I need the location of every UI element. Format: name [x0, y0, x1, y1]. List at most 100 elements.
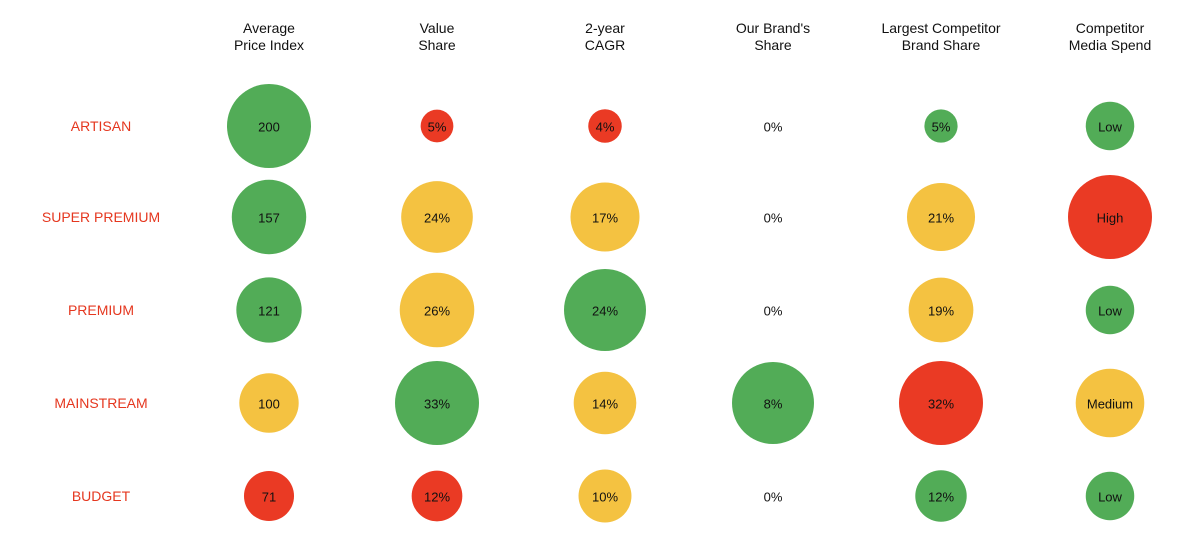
bubble [395, 361, 479, 445]
column-header-3: Our Brand's Share [736, 20, 810, 53]
bubble-value-label: Low [1098, 120, 1122, 135]
bubble [915, 470, 967, 522]
column-header-line: Largest Competitor [881, 20, 1000, 36]
bubble-cell-artisan-1: 5% [420, 109, 454, 143]
bubble-value-label: High [1097, 211, 1124, 226]
bubble [588, 109, 622, 143]
row-labels: ARTISAN SUPER PREMIUM PREMIUM MAINSTREAM BUD… [42, 118, 160, 504]
row-label-super-premium: SUPER PREMIUM [42, 209, 160, 225]
column-header-line: Competitor [1076, 20, 1145, 36]
bubbles: 200 5% 4% 0% 5% Low 157 24% 17% 0% 21% High 121 26% 24… [227, 84, 1152, 523]
bubble-value-label: 0% [764, 304, 783, 319]
bubble-value-label: 24% [424, 211, 450, 226]
column-header-line: Average [243, 20, 295, 36]
bubble [906, 182, 976, 252]
bubble-cell-artisan-3: 0% [764, 120, 783, 135]
bubble-cell-premium-5: Low [1085, 285, 1135, 335]
bubble-cell-mainstream-3: 8% [732, 362, 814, 444]
bubble [1085, 471, 1135, 521]
bubble-value-label: 33% [424, 397, 450, 412]
bubble-value-label: 12% [928, 490, 954, 505]
column-header-4: Largest Competitor Brand Share [881, 20, 1000, 53]
row-label-budget: BUDGET [72, 488, 131, 504]
bubble-cell-super-premium-0: 157 [231, 179, 307, 255]
bubble-value-label: 0% [764, 490, 783, 505]
bubble [732, 362, 814, 444]
bubble-cell-artisan-2: 4% [588, 109, 622, 143]
column-header-line: Share [418, 37, 456, 53]
bubble-cell-artisan-0: 200 [227, 84, 311, 168]
bubble-value-label: 26% [424, 304, 450, 319]
bubble [1075, 368, 1145, 438]
column-header-5: Competitor Media Spend [1069, 20, 1152, 53]
bubble [570, 182, 640, 252]
bubble-cell-artisan-5: Low [1085, 101, 1135, 151]
bubble-cell-mainstream-4: 32% [899, 361, 983, 445]
bubble-value-label: 121 [258, 304, 280, 319]
bubble-cell-artisan-4: 5% [924, 109, 958, 143]
bubble-cell-premium-0: 121 [236, 277, 302, 343]
bubble-value-label: 200 [258, 120, 280, 135]
bubble-value-label: 8% [764, 397, 783, 412]
column-header-line: Media Spend [1069, 37, 1152, 53]
bubble [1085, 285, 1135, 335]
column-header-1: Value Share [418, 20, 456, 53]
bubble [243, 470, 295, 522]
bubble-value-label: 5% [932, 120, 951, 135]
bubble [924, 109, 958, 143]
bubble-value-label: 157 [258, 211, 280, 226]
bubble-cell-budget-5: Low [1085, 471, 1135, 521]
bubble-value-label: Low [1098, 304, 1122, 319]
bubble-cell-premium-1: 26% [399, 272, 475, 348]
bubble-cell-budget-1: 12% [411, 470, 463, 522]
bubble-value-label: 10% [592, 490, 618, 505]
column-header-line: CAGR [585, 37, 625, 53]
column-header-line: Price Index [234, 37, 304, 53]
bubble-cell-mainstream-0: 100 [239, 373, 299, 433]
bubble-cell-super-premium-4: 21% [906, 182, 976, 252]
bubble-cell-super-premium-5: High [1068, 175, 1152, 259]
column-header-line: Our Brand's [736, 20, 810, 36]
bubble-cell-mainstream-5: Medium [1075, 368, 1145, 438]
column-header-0: Average Price Index [234, 20, 304, 53]
bubble-value-label: 19% [928, 304, 954, 319]
bubble [573, 371, 637, 435]
bubble-value-label: 0% [764, 211, 783, 226]
bubble-cell-mainstream-2: 14% [573, 371, 637, 435]
row-label-artisan: ARTISAN [71, 118, 131, 134]
column-header-line: Value [420, 20, 455, 36]
bubble [231, 179, 307, 255]
bubble-cell-super-premium-3: 0% [764, 211, 783, 226]
bubble-value-label: 71 [262, 490, 276, 505]
bubble-value-label: 17% [592, 211, 618, 226]
column-header-2: 2-year CAGR [585, 20, 625, 53]
bubble-value-label: 24% [592, 304, 618, 319]
bubble-value-label: 4% [596, 120, 615, 135]
bubble-value-label: 12% [424, 490, 450, 505]
bubble-value-label: 0% [764, 120, 783, 135]
bubble [239, 373, 299, 433]
bubble-cell-premium-3: 0% [764, 304, 783, 319]
bubble-cell-budget-0: 71 [243, 470, 295, 522]
column-header-line: Brand Share [902, 37, 981, 53]
column-header-line: Share [754, 37, 792, 53]
bubble-value-label: 21% [928, 211, 954, 226]
bubble-cell-premium-2: 24% [564, 269, 646, 351]
bubble [564, 269, 646, 351]
bubble [578, 469, 632, 523]
bubble [420, 109, 454, 143]
bubble [411, 470, 463, 522]
bubble-cell-budget-4: 12% [915, 470, 967, 522]
bubble [1085, 101, 1135, 151]
bubble-value-label: 5% [428, 120, 447, 135]
row-label-mainstream: MAINSTREAM [54, 395, 147, 411]
bubble-value-label: 14% [592, 397, 618, 412]
bubble [401, 181, 473, 253]
bubble-value-label: 100 [258, 397, 280, 412]
bubble [908, 277, 974, 343]
bubble [227, 84, 311, 168]
bubble-cell-premium-4: 19% [908, 277, 974, 343]
bubble-value-label: Low [1098, 490, 1122, 505]
